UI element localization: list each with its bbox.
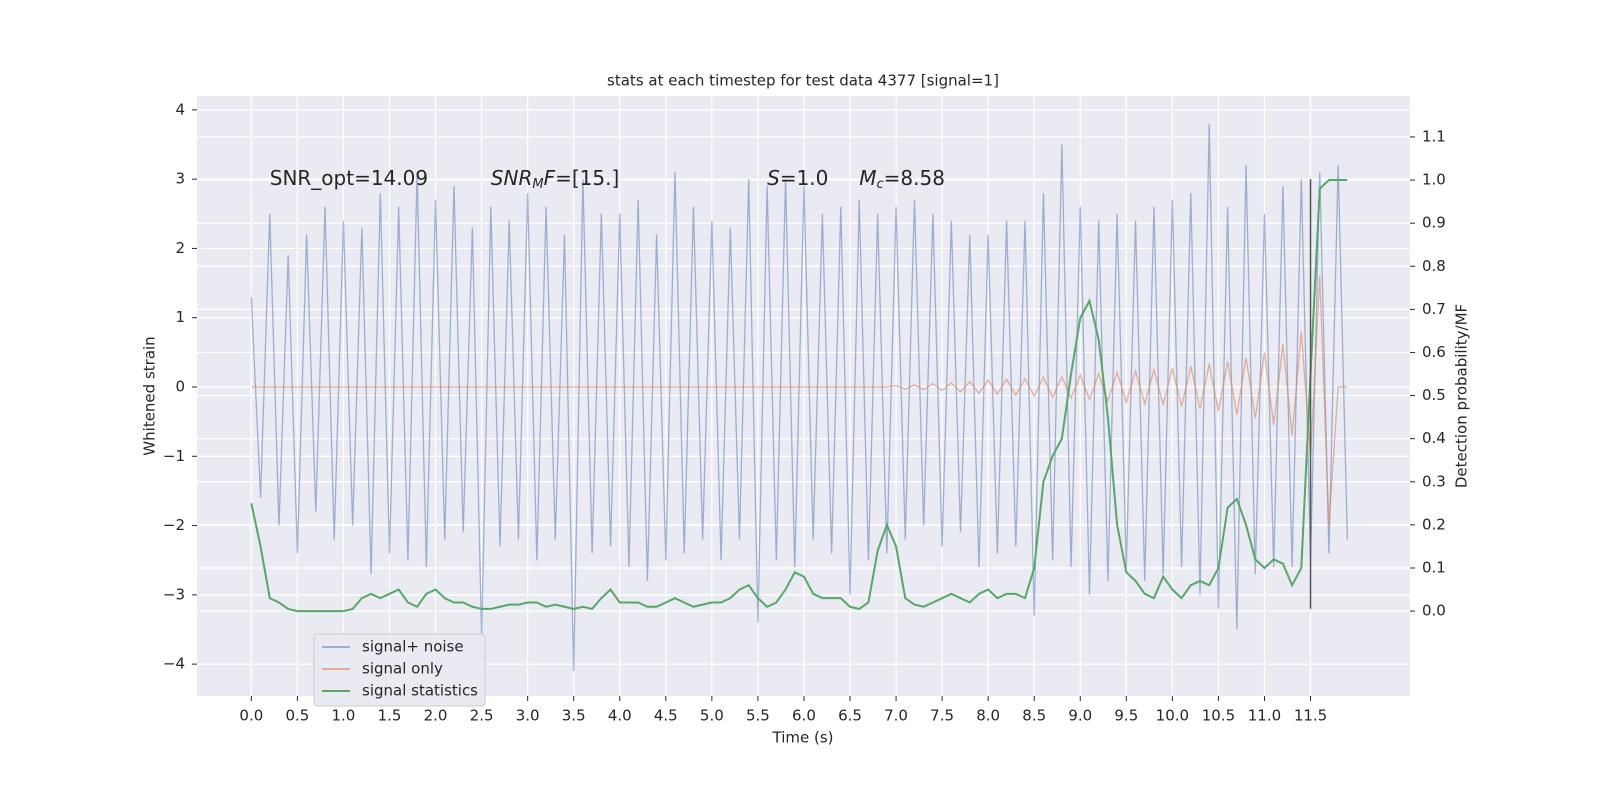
x-axis-label: Time (s) (772, 729, 834, 747)
x-tick-label: 3.0 (516, 707, 540, 725)
y-tick-label: −2 (163, 516, 185, 534)
y-axis-label: Whitened strain (141, 336, 159, 455)
x-tick-label: 7.0 (884, 707, 908, 725)
annotation: S=1.0 (767, 166, 828, 190)
labels: 0.0 0.5 1.0 1.5 2.0 2.5 3.0 3.5 4.0 4.5 5.0 5.5 6.0 6… (163, 100, 1446, 724)
x-tick-label: 7.5 (930, 707, 954, 725)
y-tick-label: 1 (175, 308, 185, 326)
annotation-part: F (544, 166, 556, 190)
annotation: SNR_opt=14.09 (270, 166, 428, 190)
x-tick-label: 2.5 (470, 707, 494, 725)
x-tick-label: 5.0 (700, 707, 724, 725)
series-line (250, 179, 1348, 613)
y2-tick-label: 0.2 (1422, 515, 1446, 533)
y2-tick-label: 0.0 (1422, 602, 1446, 620)
x-tick-label: 5.5 (746, 707, 770, 725)
x-tick-label: 9.5 (1114, 707, 1138, 725)
x-tick-label: 10.5 (1202, 707, 1235, 725)
x-tick-label: 0.5 (285, 707, 309, 725)
x-tick-label: 1.5 (378, 707, 402, 725)
y2-tick-label: 0.4 (1422, 429, 1446, 447)
annotation: SNRMF=[15.] (491, 166, 619, 192)
y2-tick-label: 0.7 (1422, 300, 1446, 318)
y2-tick-label: 0.6 (1422, 343, 1446, 361)
x-tick-label: 11.5 (1294, 707, 1327, 725)
y-tick-label: −3 (163, 585, 185, 603)
y-tick-label: 2 (175, 239, 185, 257)
annotation: Mc=8.58 (859, 166, 945, 192)
x-tick-label: 4.5 (654, 707, 678, 725)
y-tick-label: 4 (175, 100, 185, 118)
y2-tick-label: 0.3 (1422, 472, 1446, 490)
y-tick-label: −4 (163, 655, 185, 673)
x-tick-label: 10.0 (1156, 707, 1189, 725)
series-line (250, 123, 1349, 672)
x-tick-label: 6.5 (838, 707, 862, 725)
legend-label: signal statistics (362, 682, 478, 700)
y2-tick-label: 0.9 (1422, 214, 1446, 232)
annotation-part: S (767, 166, 780, 190)
legend-label: signal+ noise (362, 638, 464, 656)
x-tick-label: 9.0 (1068, 707, 1092, 725)
annotation-part: c (876, 177, 883, 192)
x-tick-label: 8.0 (976, 707, 1000, 725)
annotation-part: M (532, 177, 543, 192)
chart-title: stats at each timestep for test data 437… (607, 72, 999, 90)
annotation-part: SNR_opt=14.09 (270, 166, 428, 190)
y-tick-label: 0 (175, 377, 185, 395)
legend: signal+ noise signal only signal statistic… (313, 633, 486, 707)
series-line (251, 276, 1348, 526)
annotation-part: =8.58 (884, 166, 945, 190)
x-tick-label: 2.0 (424, 707, 448, 725)
y2-tick-label: 0.1 (1422, 558, 1446, 576)
annotation-part: M (859, 166, 876, 190)
legend-label: signal only (362, 660, 443, 678)
y2-tick-label: 0.5 (1422, 386, 1446, 404)
y-tick-label: −1 (163, 447, 185, 465)
legend-box (313, 633, 486, 707)
y-tick-label: 3 (175, 170, 185, 188)
x-tick-label: 3.5 (562, 707, 586, 725)
y2-axis-label: Detection probability/MF (1453, 304, 1471, 488)
x-tick-label: 6.0 (792, 707, 816, 725)
y2-tick-label: 1.1 (1422, 127, 1446, 145)
marks (250, 123, 1349, 672)
x-tick-label: 4.0 (608, 707, 632, 725)
x-tick-label: 8.5 (1022, 707, 1046, 725)
annotation-part: =1.0 (780, 166, 829, 190)
x-tick-label: 0.0 (239, 707, 263, 725)
y2-tick-label: 0.8 (1422, 257, 1446, 275)
x-tick-label: 11.0 (1248, 707, 1281, 725)
x-tick-label: 1.0 (332, 707, 356, 725)
annotation-part: =[15.] (555, 166, 619, 190)
annotation-part: SNR (491, 166, 533, 190)
y2-tick-label: 1.0 (1422, 171, 1446, 189)
